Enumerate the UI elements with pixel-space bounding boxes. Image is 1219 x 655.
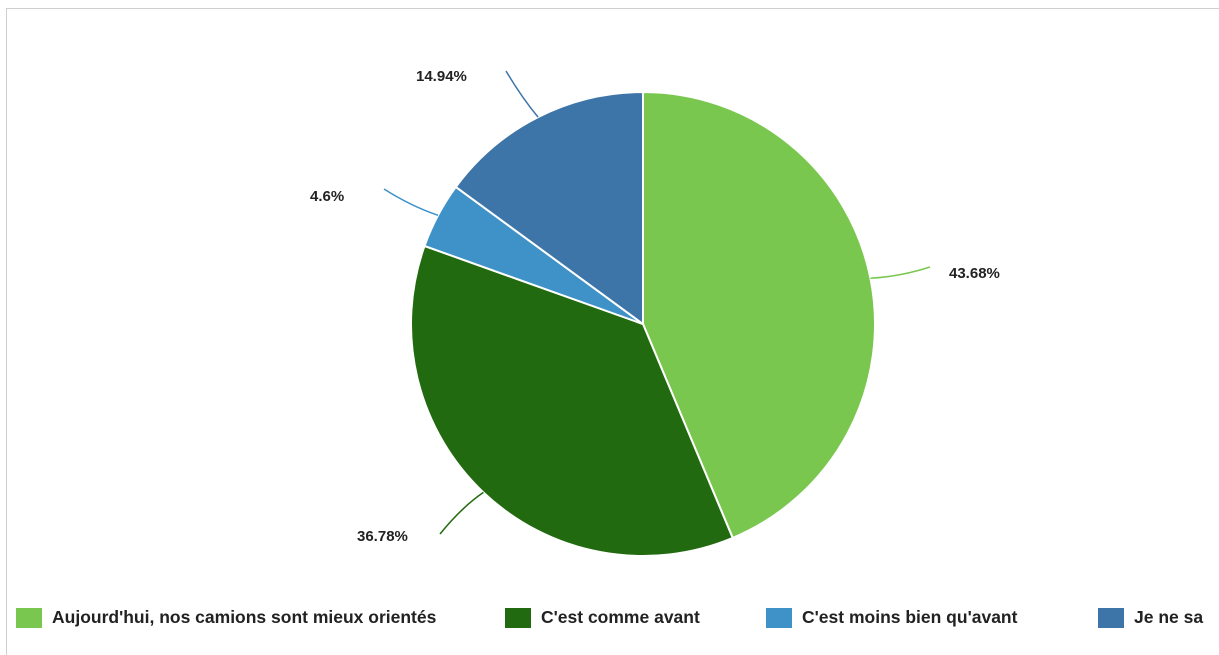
legend-label: C'est moins bien qu'avant [802, 607, 1018, 627]
slice-labels: 43.68% 36.78% 4.6% 14.94% [310, 68, 1000, 545]
leader-line [870, 266, 931, 279]
slice-value-label: 43.68% [949, 265, 1000, 282]
pie-chart: 43.68% 36.78% 4.6% 14.94% [310, 68, 1000, 557]
slice-comme-avant[interactable] [410, 244, 735, 557]
pie-slices [410, 90, 876, 557]
leader-line [383, 188, 439, 217]
chart-frame [6, 8, 1219, 655]
legend-label: C'est comme avant [541, 607, 700, 627]
legend-swatch [505, 608, 531, 628]
slice-mieux-orientes[interactable] [642, 90, 876, 540]
slice-value-label: 36.78% [357, 528, 408, 545]
legend-swatch [766, 608, 792, 628]
legend-label: Aujourd'hui, nos camions sont mieux orie… [52, 607, 437, 627]
leader-lines [383, 70, 931, 535]
legend-swatch [1098, 608, 1124, 628]
legend-label: Je ne sa [1134, 607, 1204, 627]
slice-value-label: 4.6% [310, 188, 344, 205]
leader-line [505, 70, 539, 118]
slice-value-label: 14.94% [416, 68, 467, 85]
leader-line [439, 491, 484, 535]
legend-swatch [16, 608, 42, 628]
chart-legend: Aujourd'hui, nos camions sont mieux orie… [16, 606, 1219, 655]
